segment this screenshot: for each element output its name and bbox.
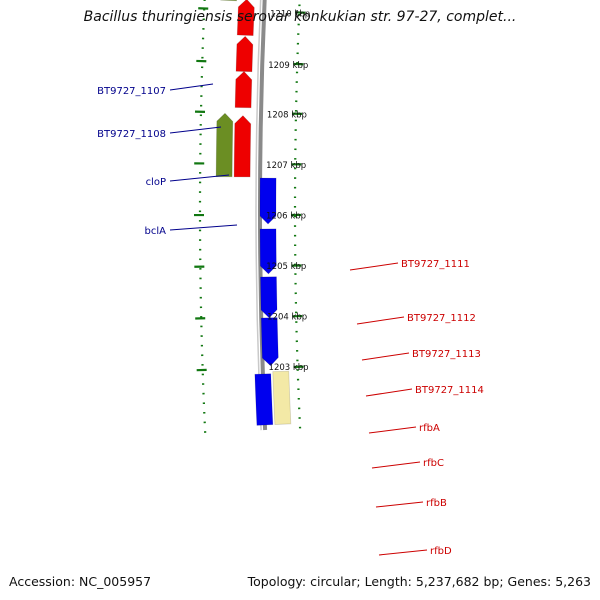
genome-backbone [258,0,268,431]
left-gene-leader [169,83,214,91]
forward-gene-cloP [259,228,277,275]
reverse-cds-1 [215,112,234,178]
reverse-gene-4 [236,0,255,37]
right-gene-label: rfbB [426,498,447,509]
accession-text: Accession: NC_005957 [9,574,152,589]
reverse-gene-2 [234,70,253,109]
scale-tick-label: 1209 kbp [268,61,308,71]
right-gene-leader [361,352,410,361]
outer-scale-ring [293,0,302,429]
genome-title: Bacillus thuringiensis serovar konkukian… [83,9,517,25]
forward-gene-1107 [260,317,279,367]
scale-tick-label: 1203 kbp [269,363,309,373]
scale-tick-label: 1207 kbp [266,161,306,171]
right-gene-leader [378,549,428,556]
right-gene-leader [365,388,413,397]
inner-scale-ring [198,0,207,433]
reverse-cds-2 [220,0,238,2]
scale-tick-label: 1204 kbp [267,312,307,322]
right-gene-leader [371,461,421,469]
right-gene-leader [349,262,399,271]
left-gene-leader [169,126,222,134]
right-gene-leader [375,501,424,508]
right-gene-leader [356,316,405,325]
scale-tick-label: 1206 kbp [266,211,306,221]
right-gene-label: rfbC [423,458,444,469]
reverse-gene-1 [233,115,252,178]
scale-tick-label: 1208 kbp [267,110,307,120]
scale-tick-label: 1205 kbp [266,262,306,272]
left-gene-label: bclA [145,226,167,237]
left-gene-label: cloP [146,177,166,188]
right-gene-leader [368,426,417,434]
right-gene-label: BT9727_1112 [407,313,476,324]
forward-gene-1108 [260,276,278,319]
right-gene-label: BT9727_1114 [415,385,484,396]
reverse-gene-3 [235,35,254,73]
genome-backbone-shadow [255,0,262,431]
right-gene-label: rfbA [419,423,440,434]
forward-gene-top [254,373,274,426]
partial-gene-top [272,370,292,425]
genome-summary-text: Topology: circular; Length: 5,237,682 bp… [247,574,591,589]
right-gene-label: rfbD [430,546,452,557]
left-gene-leader [169,224,238,231]
right-gene-label: BT9727_1113 [412,349,481,360]
left-gene-leader [169,174,230,182]
left-gene-label: BT9727_1108 [97,129,166,140]
scale-tick-label: 1210 kbp [270,9,310,19]
right-gene-label: BT9727_1111 [401,259,470,270]
forward-gene-bclA [259,177,277,225]
left-gene-label: BT9727_1107 [97,86,166,97]
